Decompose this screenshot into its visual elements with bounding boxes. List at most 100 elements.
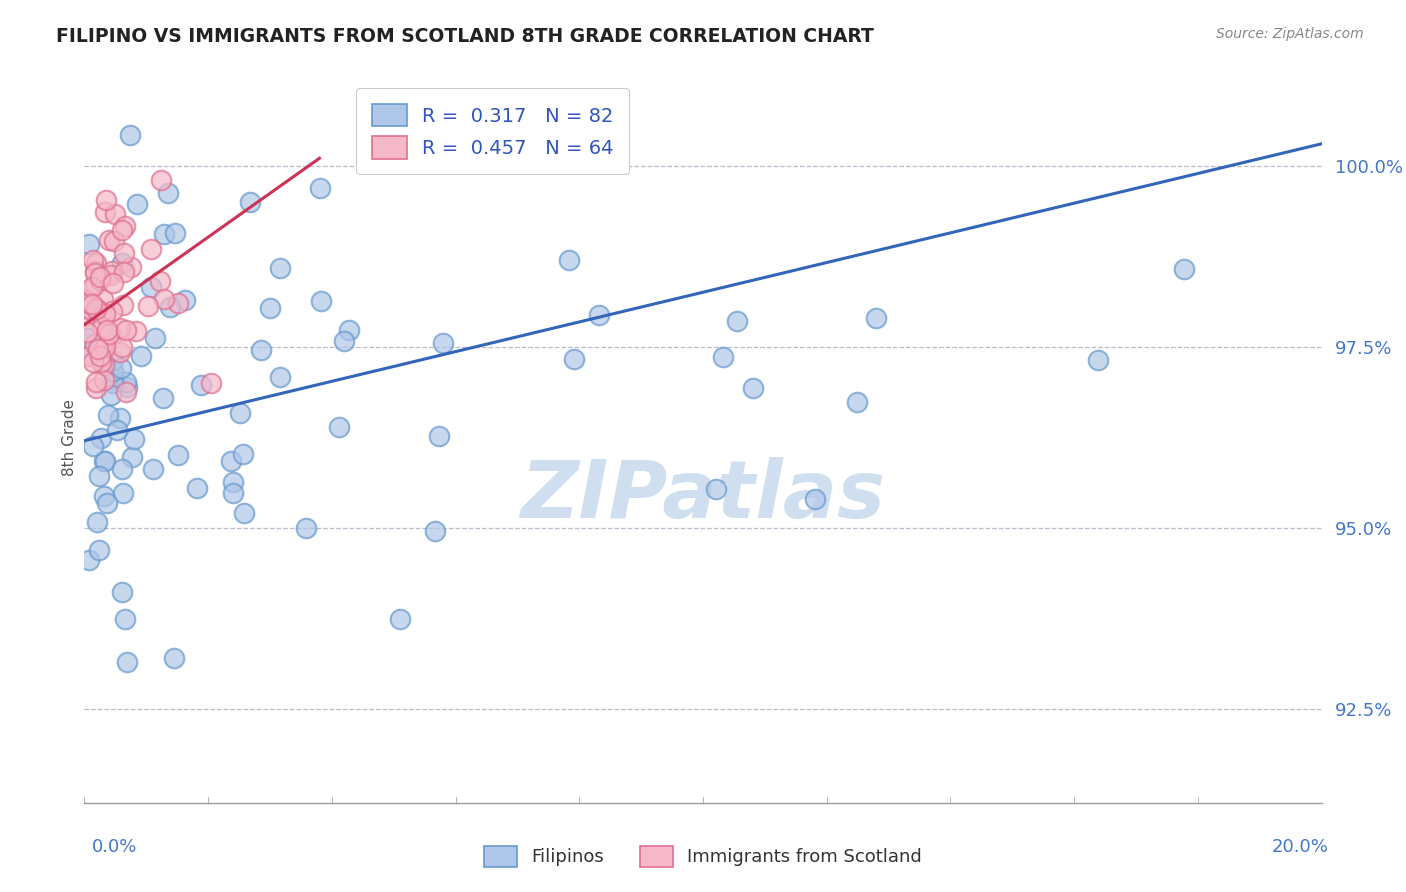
Point (150, 173, 173, 187)
Point (562, 351, 585, 366)
Point (108, 344, 131, 359)
Point (100, 388, 122, 402)
Point (388, 612, 411, 626)
Point (121, 450, 143, 464)
Y-axis label: 8th Grade: 8th Grade (62, 399, 77, 475)
Point (101, 363, 124, 377)
Point (103, 276, 125, 290)
Point (105, 423, 128, 437)
Point (82, 304, 104, 318)
Point (742, 380, 765, 394)
Point (82, 279, 104, 293)
Point (77, 349, 100, 363)
Point (117, 380, 139, 394)
Point (96, 496, 118, 510)
Point (93, 358, 115, 372)
Point (84, 375, 107, 389)
Point (76, 325, 98, 339)
Point (115, 323, 138, 337)
Point (112, 265, 135, 279)
Point (103, 234, 125, 248)
Point (76, 296, 98, 310)
Point (87, 342, 110, 356)
Point (186, 481, 208, 495)
Point (90, 307, 112, 321)
Point (86, 301, 108, 316)
Text: 0.0%: 0.0% (91, 838, 136, 855)
Point (110, 361, 132, 376)
Point (1173, 262, 1195, 277)
Point (309, 293, 332, 308)
Point (110, 321, 132, 335)
Point (427, 429, 450, 443)
Point (163, 651, 186, 665)
Point (80, 296, 103, 310)
Point (93, 373, 115, 387)
Point (75, 309, 97, 323)
Point (82, 252, 104, 267)
Point (115, 385, 138, 400)
Point (425, 524, 447, 538)
Point (143, 331, 166, 345)
Point (93, 489, 115, 503)
Point (139, 280, 162, 294)
Point (84, 266, 107, 280)
Point (79, 301, 101, 316)
Point (152, 391, 174, 405)
Point (332, 334, 354, 349)
Point (122, 432, 145, 446)
Point (269, 260, 291, 275)
Point (149, 274, 172, 288)
Point (200, 376, 222, 390)
Point (141, 242, 163, 256)
Point (82, 439, 104, 453)
Point (725, 314, 748, 328)
Point (432, 336, 454, 351)
Point (711, 350, 734, 364)
Point (91, 293, 114, 307)
Point (96, 323, 118, 337)
Point (704, 483, 727, 497)
Point (222, 475, 245, 489)
Point (337, 323, 360, 337)
Point (588, 309, 610, 323)
Point (89, 272, 111, 286)
Point (101, 264, 124, 278)
Point (84, 256, 107, 270)
Point (259, 301, 281, 315)
Point (91, 320, 114, 334)
Point (163, 226, 186, 240)
Point (89, 349, 111, 363)
Point (97, 408, 120, 422)
Point (309, 181, 332, 195)
Point (159, 300, 181, 314)
Point (100, 268, 122, 282)
Point (232, 446, 254, 460)
Point (1087, 352, 1109, 367)
Point (97, 326, 120, 341)
Point (101, 303, 124, 318)
Point (94, 454, 117, 468)
Legend: R =  0.317   N = 82, R =  0.457   N = 64: R = 0.317 N = 82, R = 0.457 N = 64 (356, 88, 630, 174)
Point (108, 411, 131, 425)
Point (219, 454, 242, 468)
Point (77, 553, 100, 567)
Point (269, 369, 291, 384)
Point (174, 293, 197, 307)
Point (84, 380, 107, 394)
Point (125, 324, 148, 338)
Point (294, 521, 316, 535)
Point (101, 376, 124, 390)
Point (115, 375, 138, 389)
Point (83, 277, 105, 292)
Point (136, 299, 159, 313)
Point (84, 337, 107, 351)
Point (75, 294, 97, 309)
Point (84, 264, 107, 278)
Point (84, 302, 107, 317)
Point (89, 270, 111, 285)
Point (77, 237, 100, 252)
Point (558, 252, 581, 267)
Point (112, 486, 135, 500)
Point (111, 223, 134, 237)
